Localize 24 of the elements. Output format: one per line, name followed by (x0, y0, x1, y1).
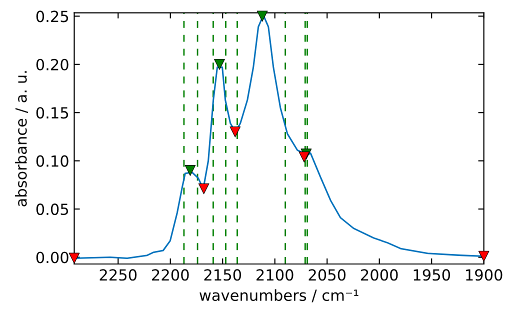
point (256, 10, 268, 22)
point (298, 152, 310, 162)
point (230, 126, 241, 138)
x-tick-label: 2200 (152, 269, 189, 281)
y-axis-title: absorbance / a. u. (15, 71, 28, 206)
x-tick-label: 2000 (361, 269, 398, 281)
y-tick-label: 0.05 (36, 204, 68, 216)
point (68, 252, 80, 264)
x-tick-label: 1950 (414, 269, 450, 281)
x-tick-label: 2250 (100, 269, 137, 281)
y-tick-label: 0.20 (36, 58, 68, 70)
x-tick-label: 2150 (204, 269, 242, 281)
y-tick-label: 0.15 (36, 107, 68, 119)
x-tick-label: 1900 (466, 269, 502, 281)
y-tick-label: 0.25 (36, 10, 68, 22)
x-tick-label: 2050 (308, 269, 346, 281)
point (184, 165, 196, 176)
y-tick-label: 0.10 (36, 155, 68, 167)
x-tick-label: 2100 (256, 269, 294, 281)
x-axis-title: wavenumbers / cm⁻¹ (200, 289, 358, 302)
point (478, 250, 490, 262)
y-tick-label: 0.00 (36, 252, 68, 264)
point (198, 183, 210, 194)
point (214, 58, 225, 70)
